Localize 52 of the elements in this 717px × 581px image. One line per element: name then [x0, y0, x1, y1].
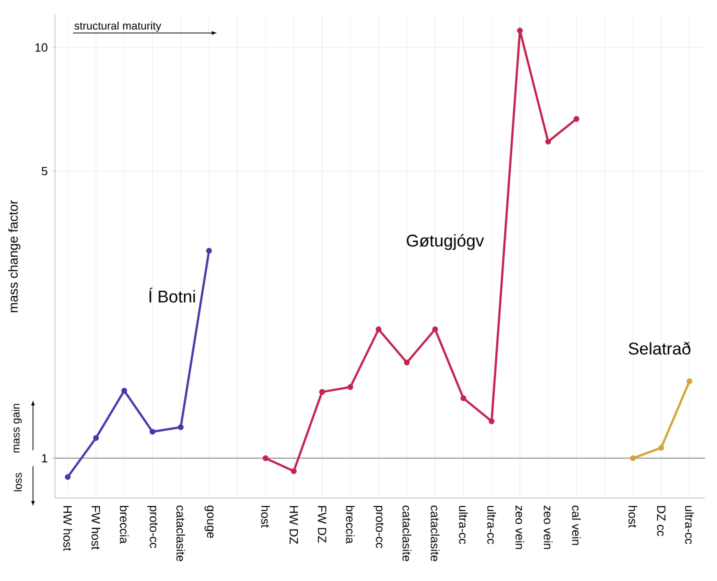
x-tick-label: zeo vein: [544, 506, 553, 549]
point: [93, 435, 99, 441]
point: [319, 389, 325, 395]
x-tick-label: breccia: [346, 506, 355, 544]
x-tick-label: cataclasite: [402, 506, 412, 562]
x-tick-label: cataclasite: [430, 506, 440, 562]
y-tick-label: 10: [35, 43, 48, 52]
x-tick-label: ultra-cc: [458, 506, 468, 544]
point: [488, 418, 495, 424]
x-tick-label: gouge: [204, 506, 214, 538]
x-tick-label: HW host: [63, 506, 72, 551]
point: [178, 424, 184, 430]
text: mass gain: [12, 404, 22, 452]
x-tick-label: cal vein: [572, 506, 581, 545]
point: [460, 395, 466, 402]
x-tick-label: breccia: [120, 506, 129, 544]
x-tick-label: DZ cc: [657, 506, 666, 536]
x-tick-label: ultra-cc: [487, 506, 496, 544]
annotation: structural maturity: [74, 22, 162, 32]
point: [64, 474, 71, 480]
y-tick-label: 5: [42, 166, 48, 176]
point: [290, 468, 297, 474]
point: [574, 116, 580, 122]
point: [262, 455, 268, 462]
point: [121, 388, 128, 394]
x-tick-label: FW DZ: [318, 506, 326, 543]
point: [516, 28, 523, 34]
x-tick-label: proto-cc: [373, 506, 384, 548]
point: [658, 444, 664, 451]
x-tick-label: HW DZ: [290, 506, 298, 544]
text: loss: [14, 472, 22, 492]
point: [686, 378, 692, 384]
x-tick-label: host: [261, 506, 270, 528]
point: [150, 428, 156, 435]
point: [206, 248, 212, 254]
point: [432, 326, 438, 332]
point: [404, 360, 410, 366]
point: [545, 138, 552, 145]
x-tick-label: ultra-cc: [685, 506, 694, 544]
point: [630, 455, 636, 462]
point: [347, 384, 354, 390]
x-tick-label: host: [628, 506, 638, 528]
x-tick-label: proto-cc: [147, 506, 158, 548]
x-tick-label: zeo vein: [516, 506, 524, 549]
series-label: Selatrað: [628, 342, 690, 355]
series-label: Gøtugjógv: [406, 234, 484, 250]
x-tick-label: FW host: [92, 506, 100, 550]
x-tick-label: cataclasite: [176, 506, 186, 562]
point: [376, 326, 382, 332]
y-tick-label: 1: [42, 454, 48, 462]
y-axis-title: mass change factor: [8, 200, 20, 312]
series-label: Í Botni: [149, 288, 195, 303]
